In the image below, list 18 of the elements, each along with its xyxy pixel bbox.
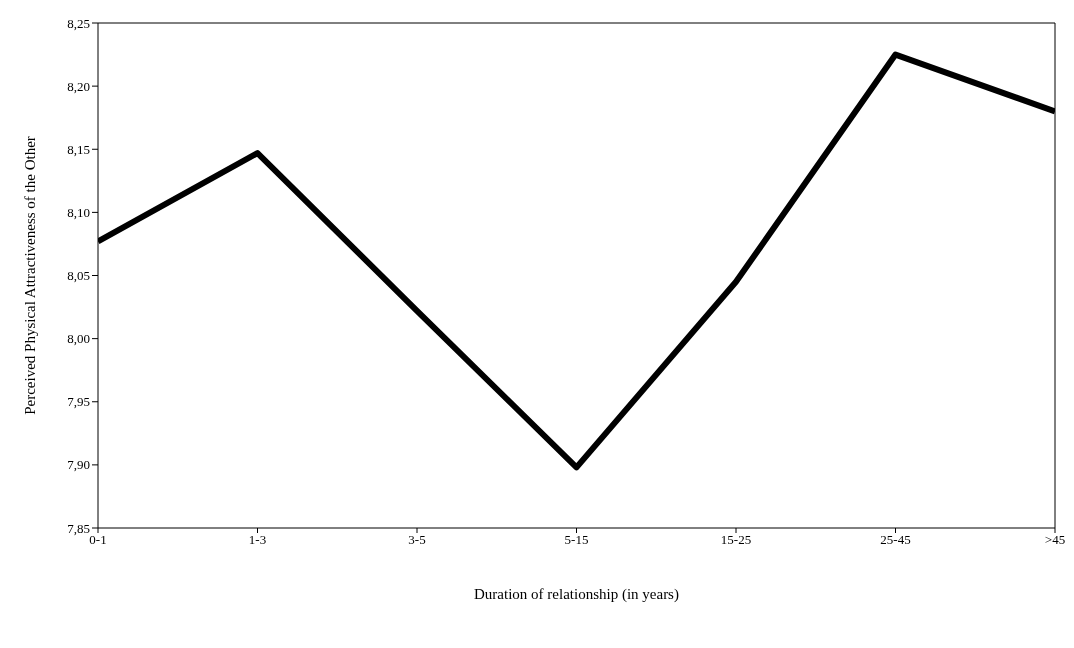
y-tick-label: 8,05: [67, 268, 90, 284]
x-tick-label: 0-1: [89, 532, 107, 548]
y-tick-label: 8,15: [67, 141, 90, 157]
y-tick-label: 7,85: [67, 520, 90, 536]
x-tick-label: 3-5: [408, 532, 426, 548]
y-tick-label: 8,00: [67, 331, 90, 347]
y-tick-label: 8,20: [67, 78, 90, 94]
x-axis-title: Duration of relationship (in years): [474, 585, 679, 603]
x-tick-label: >45: [1044, 532, 1066, 548]
x-tick-label: 5-15: [564, 532, 589, 548]
y-tick-label: 7,90: [67, 457, 90, 473]
y-tick-label: 8,25: [67, 15, 90, 31]
y-tick-label: 7,95: [67, 394, 90, 410]
x-tick-label: 25-45: [880, 532, 911, 548]
x-tick-label: 1-3: [248, 532, 267, 548]
y-axis-title: Perceived Physical Attractiveness of the Other: [22, 136, 39, 415]
y-tick-label: 8,10: [67, 204, 90, 220]
x-tick-label: 15-25: [720, 532, 752, 548]
